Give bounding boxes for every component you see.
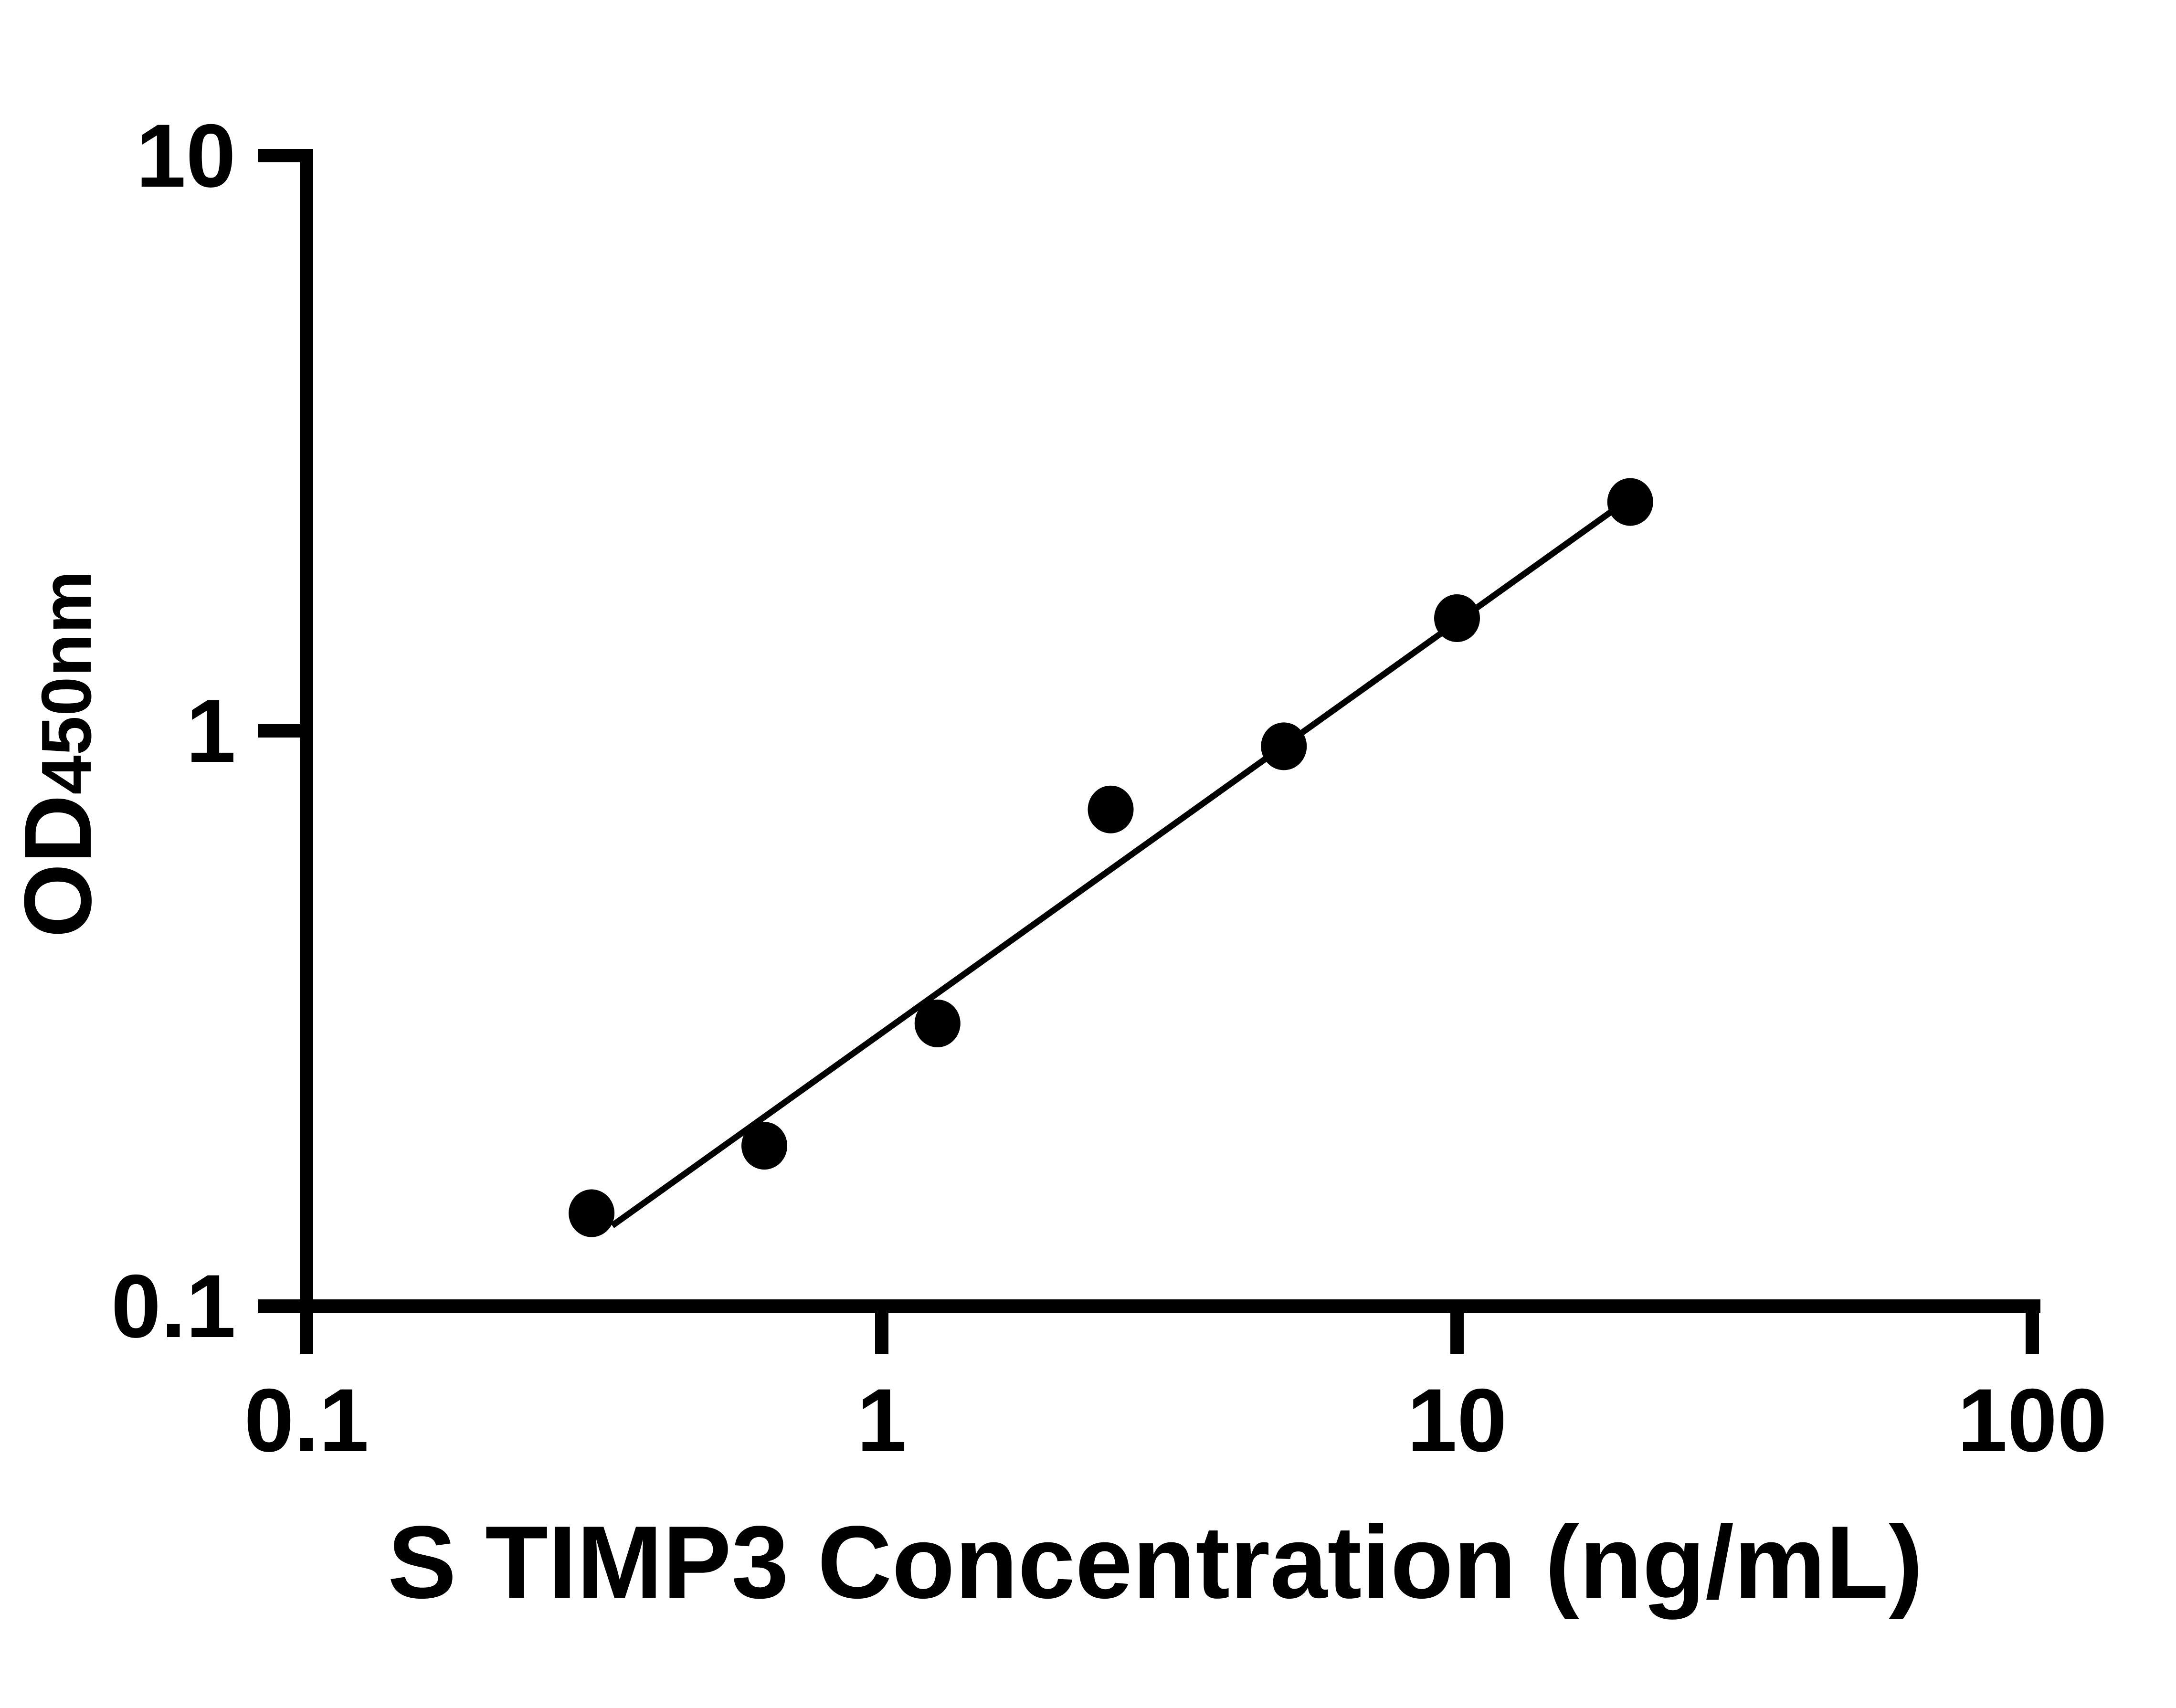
y-tick: [258, 149, 306, 162]
x-axis-line: [258, 1299, 2040, 1313]
x-tick-label: 10: [1407, 1370, 1507, 1470]
y-axis-title: OD450nm: [5, 570, 111, 938]
data-point: [1434, 594, 1480, 642]
x-tick: [300, 1313, 313, 1354]
data-point: [1261, 722, 1307, 770]
data-point: [569, 1189, 615, 1237]
data-point: [1088, 785, 1134, 833]
y-tick: [258, 724, 306, 738]
data-point: [914, 999, 961, 1047]
x-tick: [1450, 1313, 1464, 1354]
x-tick: [875, 1313, 888, 1354]
x-tick-label: 1: [857, 1370, 907, 1470]
x-tick: [2026, 1313, 2039, 1354]
y-axis-title-main: OD: [5, 794, 111, 938]
y-tick-label: 10: [136, 105, 236, 206]
y-axis-title-sub: 450nm: [27, 570, 106, 795]
data-point: [741, 1122, 788, 1170]
data-point: [1607, 478, 1653, 526]
x-tick-label: 100: [1957, 1370, 2107, 1470]
y-axis-line: [300, 149, 313, 1354]
y-tick-label: 1: [186, 681, 236, 781]
x-axis-title: S TIMP3 Concentration (ng/mL): [388, 1504, 1923, 1620]
x-tick-label: 0.1: [244, 1370, 369, 1470]
y-tick-label: 0.1: [111, 1256, 236, 1356]
